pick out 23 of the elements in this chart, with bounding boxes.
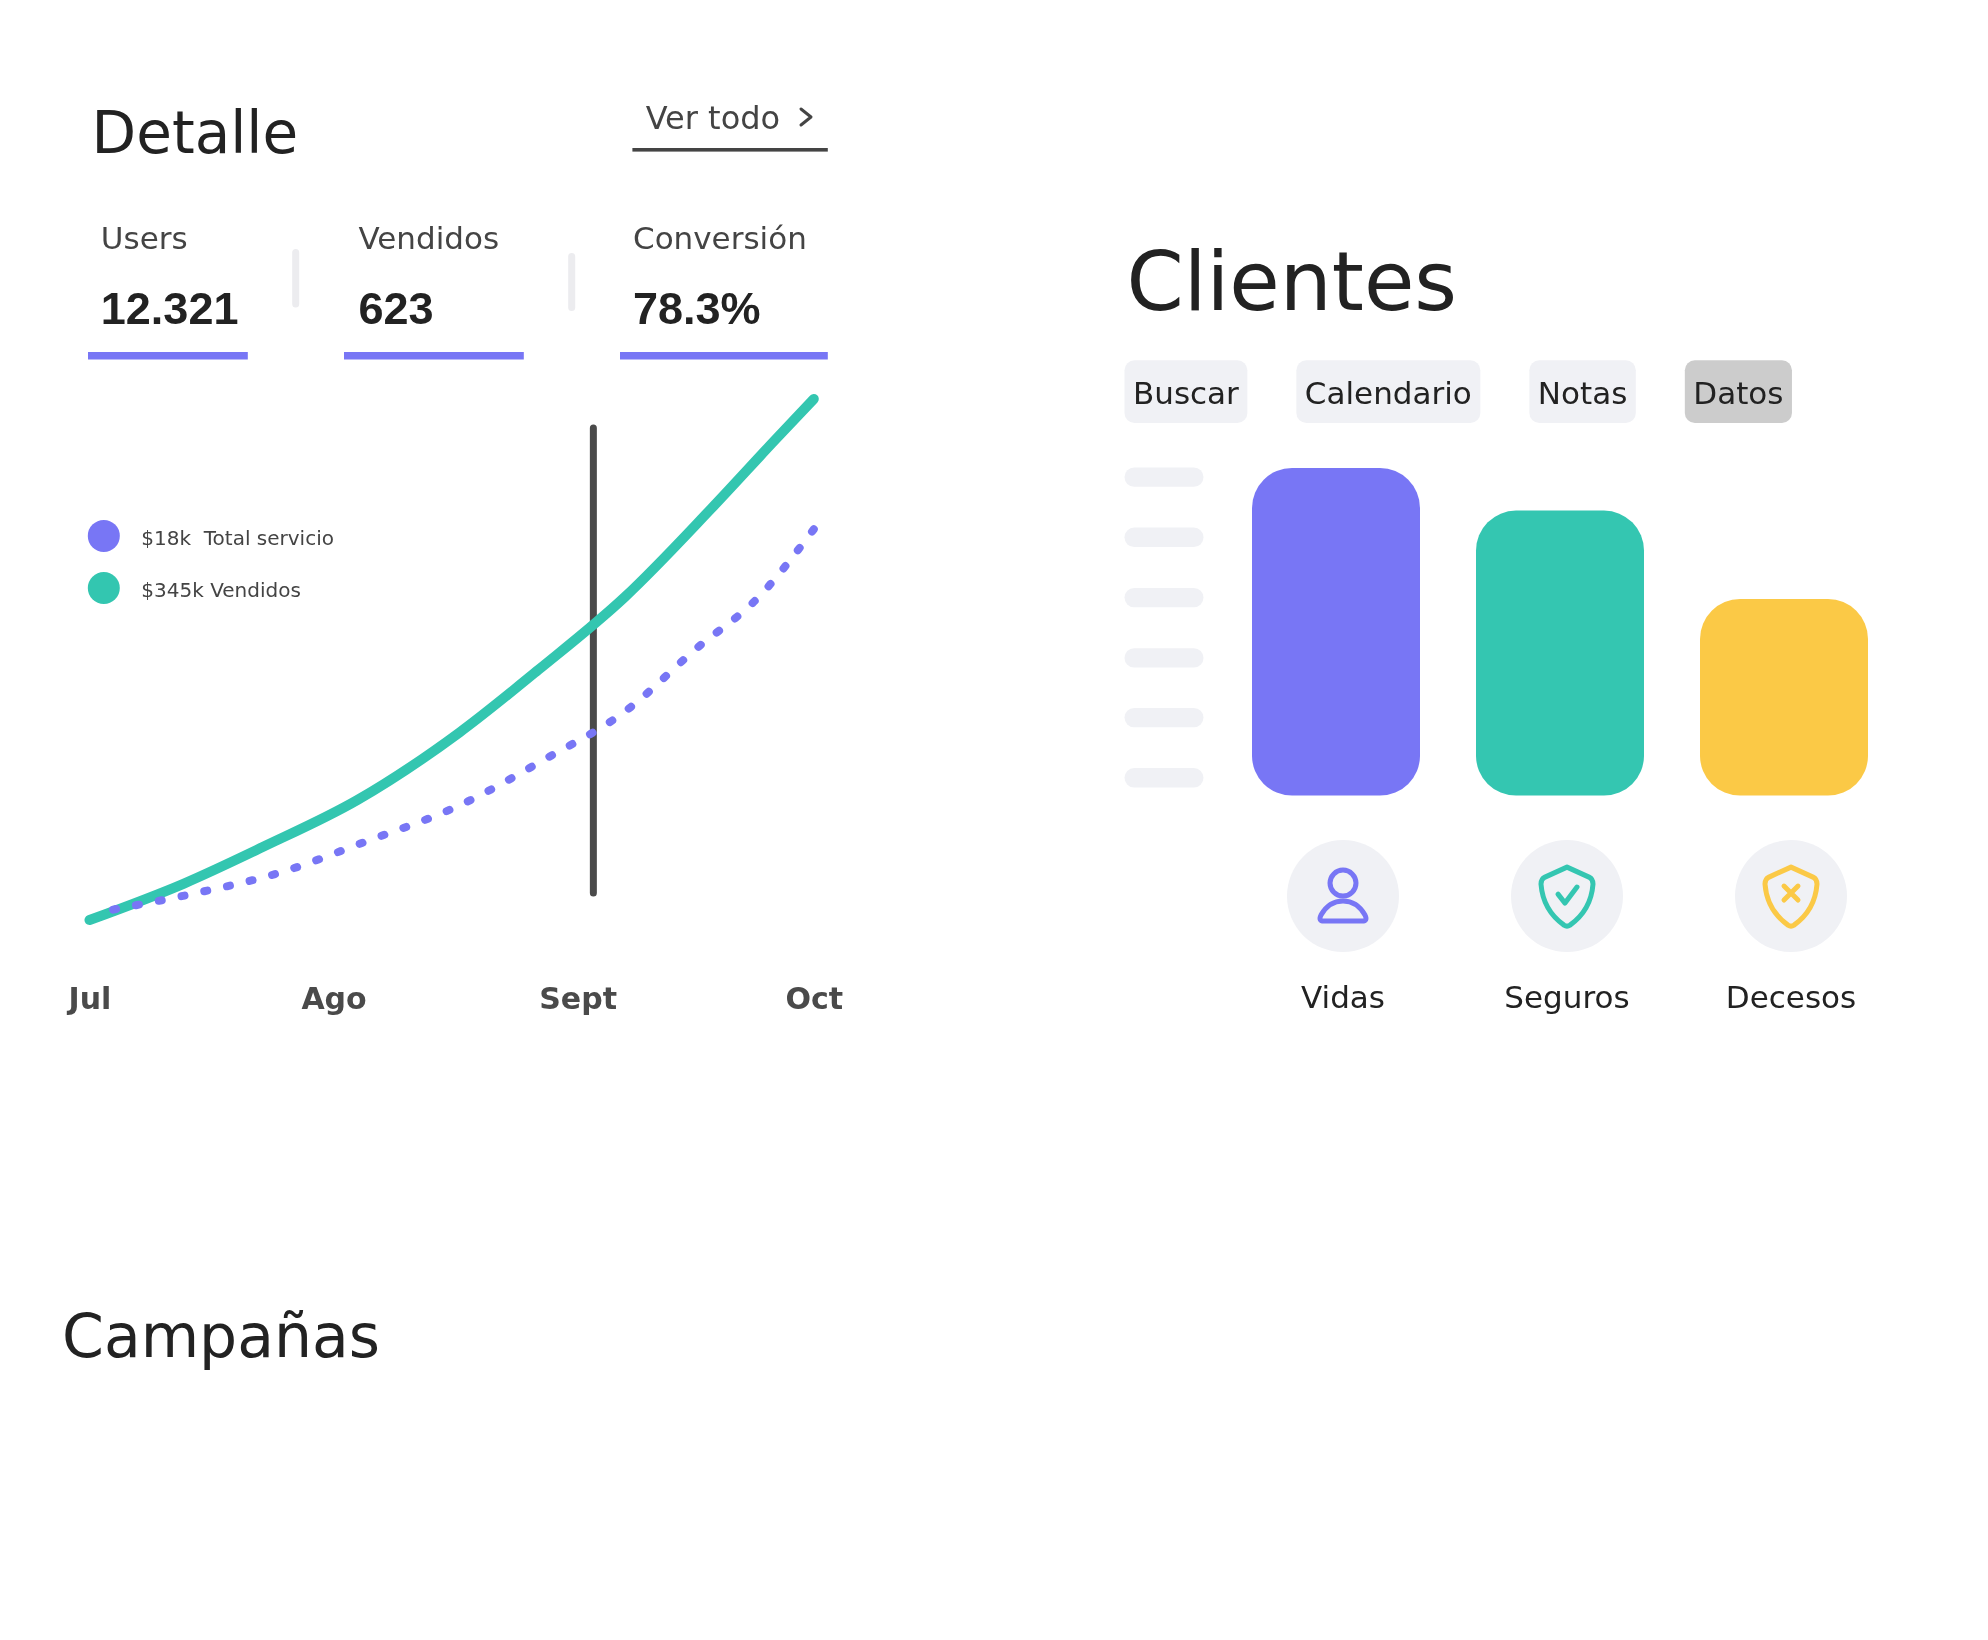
text: Calendario <box>1304 374 1472 411</box>
legend-label: $345k Vendidos <box>141 578 301 602</box>
x-tick-label: Oct <box>785 980 844 1016</box>
text: 12.321 <box>100 282 239 334</box>
text: Datos <box>1693 374 1784 411</box>
x-tick-label: Sept <box>539 980 618 1016</box>
text: Users <box>100 219 188 256</box>
text: Vendidos <box>358 219 500 256</box>
text: Notas <box>1537 374 1628 411</box>
chart-title: Clientes <box>1126 234 1458 330</box>
chart-title: Detalle <box>91 98 299 167</box>
text: Campañas <box>62 1300 381 1371</box>
text: Ver todo <box>645 98 781 137</box>
x-tick-label: Ago <box>301 980 367 1016</box>
x-tick-label: Jul <box>66 980 112 1016</box>
text: 78.3% <box>633 282 761 334</box>
text: Buscar <box>1133 374 1240 411</box>
text: Conversión <box>633 219 807 256</box>
x-tick-label: Decesos <box>1725 979 1857 1016</box>
legend-label: $18k Total servicio <box>141 525 334 550</box>
x-tick-label: Seguros <box>1504 979 1630 1016</box>
text: 623 <box>358 282 434 334</box>
x-tick-label: Vidas <box>1301 979 1385 1016</box>
